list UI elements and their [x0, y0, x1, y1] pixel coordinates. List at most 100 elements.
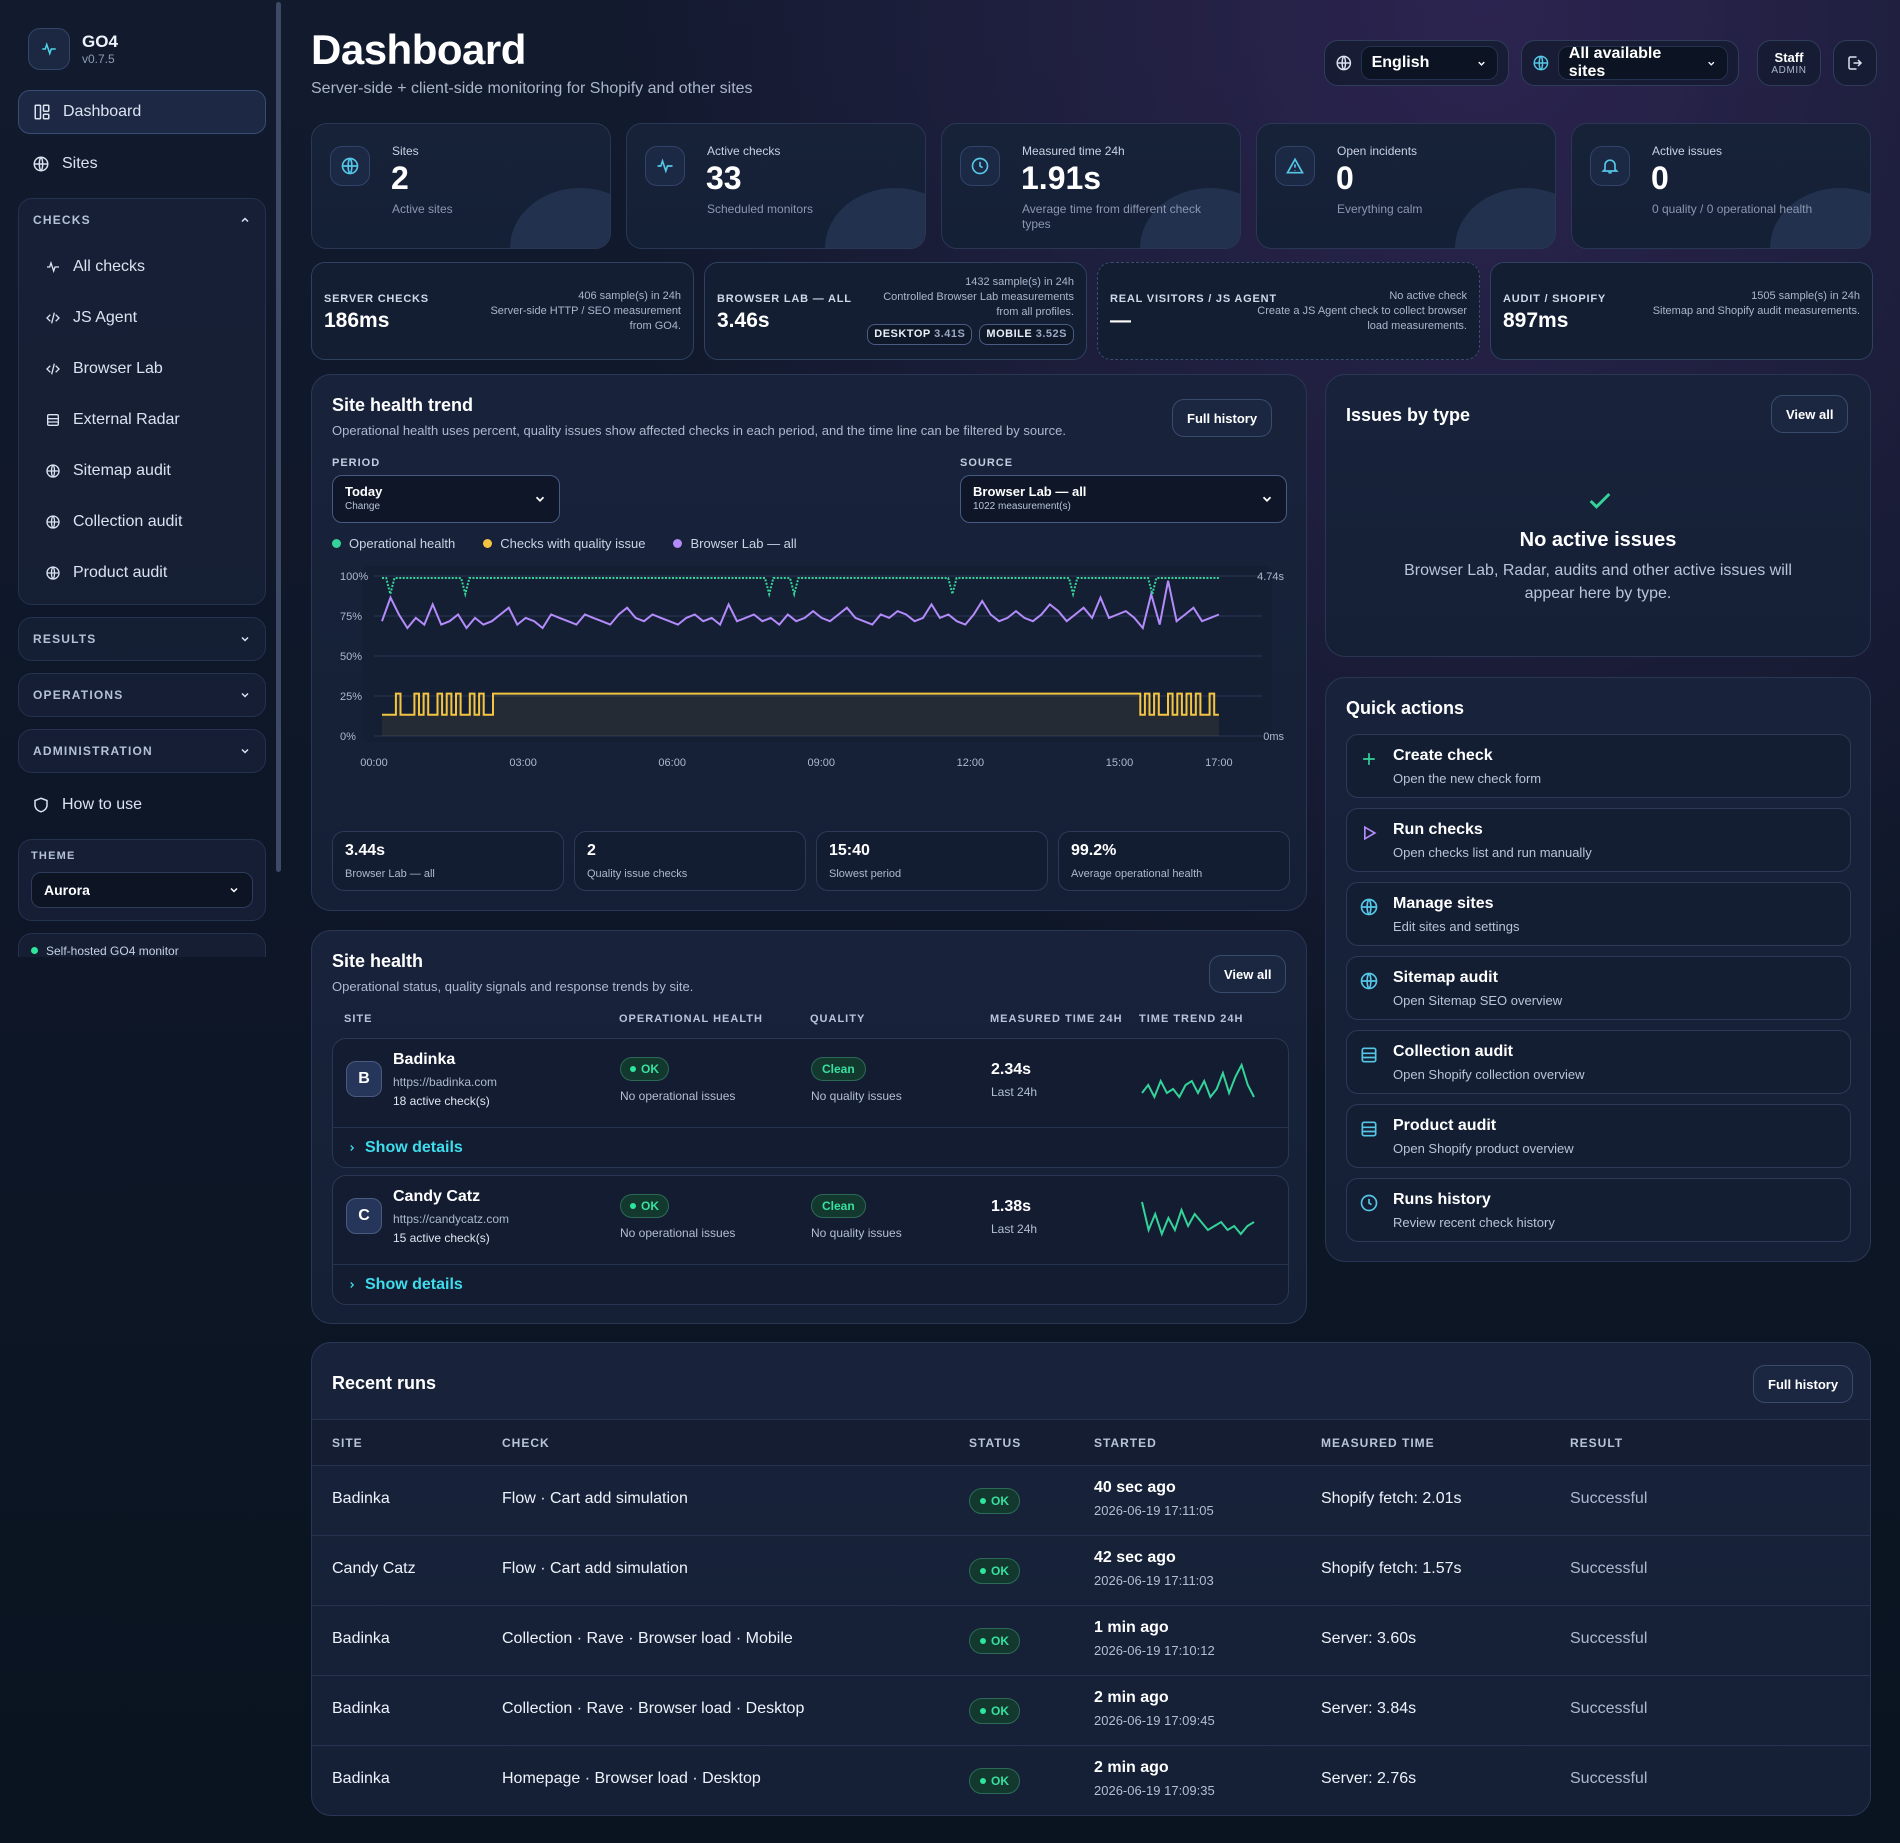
sidebar-item-sitemap-audit[interactable]: Sitemap audit [19, 445, 265, 496]
operations-group-toggle[interactable]: OPERATIONS [19, 674, 265, 716]
sidebar-item-external-radar[interactable]: External Radar [19, 394, 265, 445]
sites-filter-select[interactable]: All available sites [1557, 45, 1728, 80]
col-started: STARTED [1094, 1436, 1157, 1450]
show-details-button[interactable]: Show details [347, 1139, 463, 1157]
checks-group: CHECKS All checks JS Agent Browser Lab E… [18, 198, 266, 605]
quick-action-collection-audit[interactable]: Collection audit Open Shopify collection … [1346, 1030, 1851, 1094]
site-url[interactable]: https://badinka.com [393, 1075, 498, 1089]
quick-action-manage-sites[interactable]: Manage sites Edit sites and settings [1346, 882, 1851, 946]
site-health-view-all-button[interactable]: View all [1209, 955, 1287, 993]
sidebar-item-collection-audit[interactable]: Collection audit [19, 496, 265, 547]
quick-action-run-checks[interactable]: Run checks Open checks list and run manua… [1346, 808, 1851, 872]
table-row[interactable]: Badinka Collection · Rave · Browser load… [312, 1605, 1870, 1675]
kpi-value: 15:40 [829, 842, 870, 859]
x-tick-label: 00:00 [360, 757, 388, 769]
full-history-button[interactable]: Full history [1172, 399, 1273, 437]
sidebar-item-js-agent[interactable]: JS Agent [19, 292, 265, 343]
source-select[interactable]: Browser Lab — all 1022 measurement(s) [960, 475, 1287, 523]
user-menu[interactable]: Staff ADMIN [1757, 40, 1821, 86]
site-row-candy-catz[interactable]: C Candy Catz https://candycatz.com 15 ac… [332, 1175, 1289, 1305]
legend-dot [332, 539, 341, 548]
stat-card-sites[interactable]: Sites 2 Active sites [311, 123, 611, 249]
issues-empty-text: Browser Lab, Radar, audits and other act… [1404, 562, 1792, 602]
stat-card-active-checks[interactable]: Active checks 33 Scheduled monitors [626, 123, 926, 249]
table-row[interactable]: Badinka Homepage · Browser load · Deskto… [312, 1745, 1870, 1815]
sites-filter-control: All available sites [1521, 40, 1739, 86]
pulse-icon [645, 146, 685, 186]
site-url[interactable]: https://candycatz.com [393, 1212, 510, 1226]
period-value: Today [345, 484, 383, 499]
run-result: Successful [1570, 1490, 1648, 1507]
checks-group-toggle[interactable]: CHECKS [19, 199, 265, 241]
nav-how-to-use-label: How to use [62, 796, 143, 813]
show-details-button[interactable]: Show details [347, 1276, 463, 1294]
issues-view-all-button[interactable]: View all [1771, 395, 1849, 433]
quick-action-subtitle: Open the new check form [1393, 771, 1542, 786]
kpi-average-health: 99.2% Average operational health [1058, 831, 1290, 891]
status-badge: OK [969, 1628, 1020, 1654]
sidebar-item-product-audit[interactable]: Product audit [19, 547, 265, 598]
quick-actions-card: Quick actions Create check Open the new c… [1325, 677, 1871, 1262]
legend-item-browser[interactable]: Browser Lab — all [673, 536, 797, 551]
y2-tick-label: 4.74s [1257, 571, 1284, 583]
clock-icon [1360, 1194, 1378, 1212]
nav-how-to-use[interactable]: How to use [18, 783, 266, 827]
table-row[interactable]: Candy Catz Flow · Cart add simulation OK… [312, 1535, 1870, 1605]
sidebar-scrollbar[interactable] [276, 2, 281, 872]
stat-card-open-incidents[interactable]: Open incidents 0 Everything calm [1256, 123, 1556, 249]
band-server-checks[interactable]: SERVER CHECKS 186ms 406 sample(s) in 24h… [311, 262, 694, 360]
stat-card-measured-time[interactable]: Measured time 24h 1.91s Average time fro… [941, 123, 1241, 249]
sidebar-item-label: All checks [73, 257, 146, 275]
avatar: B [346, 1061, 382, 1097]
site-row-badinka[interactable]: B Badinka https://badinka.com 18 active … [332, 1038, 1289, 1168]
band-audit-shopify[interactable]: AUDIT / SHOPIFY 897ms 1505 sample(s) in … [1490, 262, 1873, 360]
runs-full-history-button[interactable]: Full history [1753, 1365, 1854, 1403]
table-row[interactable]: Badinka Collection · Rave · Browser load… [312, 1675, 1870, 1745]
administration-group-toggle[interactable]: ADMINISTRATION [19, 730, 265, 772]
nav-dashboard[interactable]: Dashboard [18, 90, 266, 134]
nav-sites[interactable]: Sites [18, 142, 266, 186]
legend-item-quality[interactable]: Checks with quality issue [483, 536, 645, 551]
measured-time: 1.38s [991, 1198, 1032, 1215]
period-select[interactable]: Today Change [332, 475, 560, 523]
logout-button[interactable] [1833, 40, 1877, 86]
sidebar-item-all-checks[interactable]: All checks [19, 241, 265, 292]
card-decoration [1770, 188, 1870, 248]
trend-chart[interactable]: 100% 75% 50% 25% 0% 4.74s 0ms 00:00 03:00 06:00 09… [332, 556, 1292, 811]
quick-action-runs-history[interactable]: Runs history Review recent check history [1346, 1178, 1851, 1242]
run-measured-time: Shopify fetch: 1.57s [1321, 1560, 1462, 1577]
desktop-label: DESKTOP [874, 328, 931, 340]
sidebar-item-browser-lab[interactable]: Browser Lab [19, 343, 265, 394]
operational-text: No operational issues [620, 1089, 736, 1103]
legend-item-health[interactable]: Operational health [332, 536, 455, 551]
table-row[interactable]: Badinka Flow · Cart add simulation OK 40… [312, 1465, 1870, 1535]
band-real-visitors[interactable]: REAL VISITORS / JS AGENT — No active che… [1097, 262, 1480, 360]
results-group-toggle[interactable]: RESULTS [19, 618, 265, 660]
language-select[interactable]: English [1360, 46, 1498, 80]
health-series-line [382, 577, 1219, 598]
run-started-ago: 2 min ago [1094, 1689, 1169, 1706]
kpi-caption: Browser Lab — all [345, 868, 435, 880]
quick-action-sitemap-audit[interactable]: Sitemap audit Open Sitemap SEO overview [1346, 956, 1851, 1020]
card-decoration [825, 188, 925, 248]
quick-action-product-audit[interactable]: Product audit Open Shopify product overvi… [1346, 1104, 1851, 1168]
stat-label: Open incidents [1337, 144, 1418, 158]
code-icon [46, 312, 60, 323]
status-dot [980, 1778, 986, 1784]
band-browser-lab[interactable]: BROWSER LAB — ALL 3.46s 1432 sample(s) i… [704, 262, 1087, 360]
sparkline-path [1141, 1062, 1255, 1100]
status-label: OK [991, 1564, 1009, 1578]
quick-action-create-check[interactable]: Create check Open the new check form [1346, 734, 1851, 798]
y-tick-label: 100% [340, 571, 368, 583]
col-quality: QUALITY [810, 1013, 866, 1025]
run-site: Badinka [332, 1630, 390, 1647]
theme-select[interactable]: Aurora [31, 872, 253, 908]
band-description: Create a JS Agent check to collect brows… [1257, 305, 1467, 332]
sidebar-item-label: External Radar [73, 410, 180, 428]
footer-status-text: Self-hosted GO4 monitor [46, 944, 179, 957]
status-badge: OK [620, 1194, 669, 1218]
x-tick-label: 17:00 [1205, 757, 1233, 769]
brand[interactable]: GO4 v0.7.5 [18, 18, 266, 80]
issues-empty-title: No active issues [1519, 529, 1677, 551]
stat-card-active-issues[interactable]: Active issues 0 0 quality / 0 operationa… [1571, 123, 1871, 249]
